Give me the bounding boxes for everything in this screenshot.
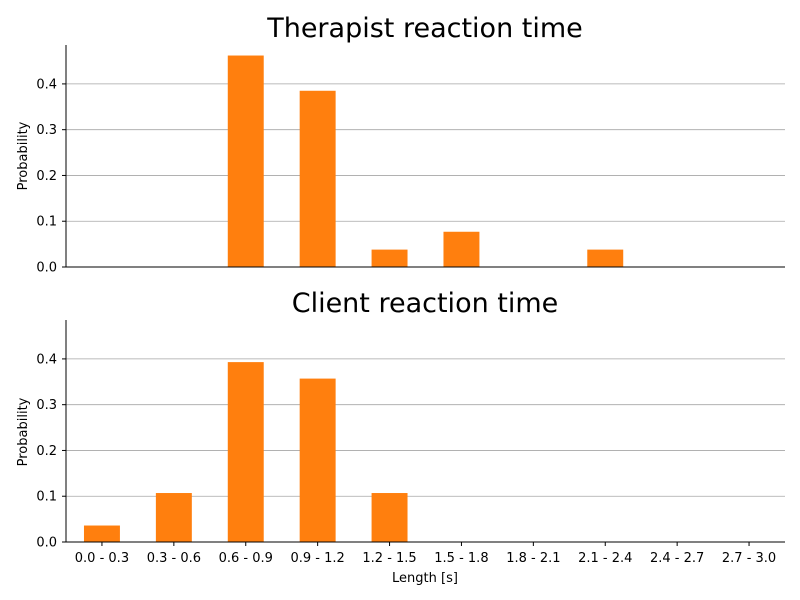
y-tick-label: 0.1: [36, 215, 57, 230]
bar-1-2-1-5: [371, 493, 408, 542]
bar-0-6-0-9: [227, 55, 264, 268]
bar-0-9-1-2: [299, 378, 336, 542]
y-tick-label: 0.2: [36, 444, 57, 459]
x-tick-label: 2.4 - 2.7: [650, 551, 704, 566]
x-axis-label: Length [s]: [392, 571, 458, 586]
x-tick-label: 1.5 - 1.8: [434, 551, 488, 566]
y-axis-label: Probability: [16, 397, 31, 466]
y-tick-label: 0.3: [36, 123, 57, 138]
chart-title: Client reaction time: [292, 288, 559, 319]
bar-0-0-0-3: [83, 525, 120, 542]
y-tick-label: 0.1: [36, 490, 57, 505]
x-tick-label: 1.8 - 2.1: [506, 551, 560, 566]
chart-title: Therapist reaction time: [266, 13, 583, 44]
y-tick-label: 0.4: [36, 352, 57, 367]
x-tick-label: 0.0 - 0.3: [75, 551, 129, 566]
bar-0-9-1-2: [299, 90, 336, 267]
bar-0-3-0-6: [155, 493, 192, 542]
y-tick-label: 0.0: [36, 261, 57, 276]
x-tick-label: 2.1 - 2.4: [578, 551, 632, 566]
x-tick-label: 0.9 - 1.2: [290, 551, 344, 566]
y-tick-label: 0.0: [36, 536, 57, 551]
y-tick-label: 0.3: [36, 398, 57, 413]
bar-1-2-1-5: [371, 249, 408, 267]
x-tick-label: 0.6 - 0.9: [219, 551, 273, 566]
y-tick-label: 0.4: [36, 77, 57, 92]
client-chart-panel: Client reaction time Probability Length …: [16, 288, 785, 586]
y-tick-label: 0.2: [36, 169, 57, 184]
y-axis-label: Probability: [16, 121, 31, 190]
therapist-chart-panel: Therapist reaction time Probability 0.0 0…: [16, 13, 785, 276]
x-tick-label: 0.3 - 0.6: [147, 551, 201, 566]
x-tick-label: 1.2 - 1.5: [362, 551, 416, 566]
bar-0-6-0-9: [227, 362, 264, 542]
x-tick-label: 2.7 - 3.0: [722, 551, 776, 566]
bar-2-1-2-4: [587, 249, 624, 267]
bar-1-5-1-8: [443, 231, 480, 267]
